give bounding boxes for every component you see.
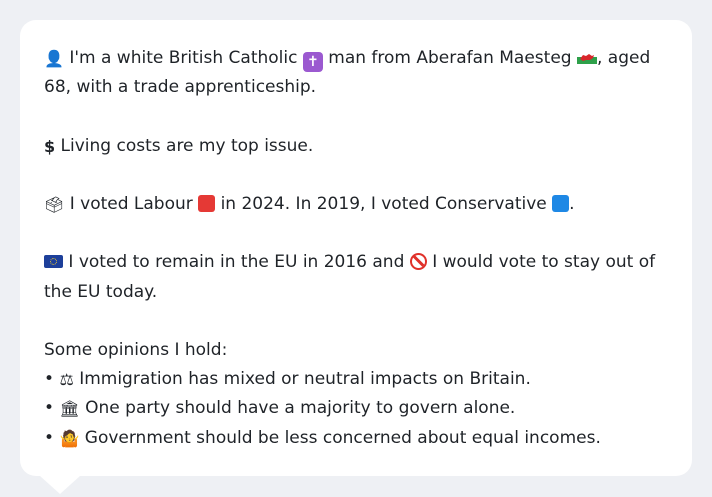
- opinion-item: • 🏛 One party should have a majority to …: [44, 394, 668, 423]
- vote-text-start: I voted Labour: [69, 193, 193, 214]
- opinions-list: • ⚖ Immigration has mixed or neutral imp…: [44, 365, 668, 453]
- vote-text-end: .: [569, 193, 575, 214]
- balance-scale-icon: ⚖: [59, 370, 74, 390]
- opinion-item: • ⚖ Immigration has mixed or neutral imp…: [44, 365, 668, 394]
- eu-flag-icon: [44, 255, 63, 269]
- identity-text-end: , aged 68, with a trade apprenticeship.: [44, 48, 651, 98]
- dollar-sign-icon: $: [44, 136, 56, 156]
- opinion-text: Immigration has mixed or neutral impacts…: [79, 369, 531, 390]
- bullet: •: [44, 398, 55, 419]
- opinions-heading: Some opinions I hold:: [44, 339, 228, 360]
- person-shrugging-icon: 🤷: [59, 428, 80, 448]
- eu-text-end: I would vote to stay out of the EU today…: [44, 252, 656, 302]
- bullet: •: [44, 427, 55, 448]
- identity-line: 👤 I'm a white British Catholic ✝ man fro…: [44, 44, 668, 102]
- voting-history-line: 🗳 I voted Labour in 2024. In 2019, I vot…: [44, 190, 668, 219]
- latin-cross-icon: ✝: [302, 52, 323, 72]
- red-square-icon: [198, 194, 216, 212]
- identity-text-middle: man from Aberafan Maesteg: [328, 48, 572, 68]
- eu-stance-line: I voted to remain in the EU in 2016 and …: [44, 248, 668, 306]
- vote-text-middle: in 2024. In 2019, I voted Conservative: [220, 193, 547, 214]
- blue-square-icon: [552, 194, 570, 212]
- opinion-text: Government should be less concerned abou…: [84, 427, 601, 448]
- classical-building-icon: 🏛: [59, 399, 80, 419]
- bullet: •: [44, 369, 55, 390]
- eu-text-start: I voted to remain in the EU in 2016 and: [68, 252, 405, 273]
- ballot-box-icon: 🗳: [44, 194, 65, 214]
- persona-message-bubble: 👤 I'm a white British Catholic ✝ man fro…: [20, 20, 692, 476]
- opinion-text: One party should have a majority to gove…: [85, 398, 516, 419]
- top-issue-line: $ Living costs are my top issue.: [44, 132, 668, 161]
- identity-text-start: I'm a white British Catholic: [69, 48, 298, 68]
- wales-flag-icon: [576, 50, 597, 64]
- no-entry-icon: [409, 253, 427, 271]
- opinion-item: • 🤷 Government should be less concerned …: [44, 424, 668, 453]
- bubble-tail: [40, 476, 80, 494]
- top-issue-text: Living costs are my top issue.: [60, 135, 314, 156]
- person-silhouette-icon: 👤: [44, 49, 64, 68]
